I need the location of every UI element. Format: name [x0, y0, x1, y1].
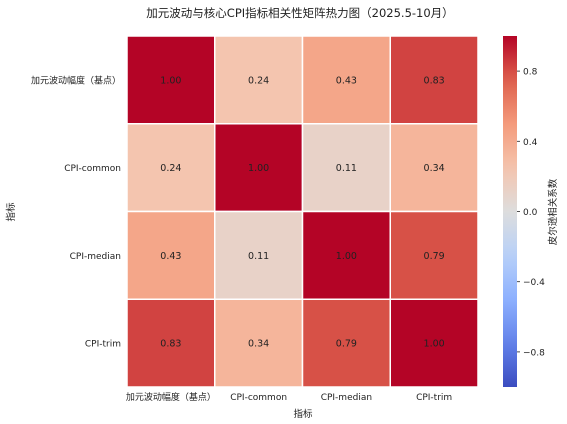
x-axis-label: 指标 [293, 408, 313, 420]
colorbar-tick-label-0: 0.8 [523, 68, 538, 78]
y-tick-label-3: CPI-trim [85, 340, 121, 350]
colorbar-tick-label-3: −0.4 [523, 278, 545, 288]
colorbar-tick-label-2: 0.0 [523, 208, 538, 218]
y-axis-label: 指标 [5, 202, 17, 222]
heatmap-cell-1-3 [389, 123, 479, 213]
heatmap-cell-0-3 [389, 35, 479, 125]
cell-value-label-2-3: 0.79 [424, 251, 445, 262]
cell-value-label-0-0: 1.00 [160, 75, 181, 86]
cell-value-label-3-2: 0.79 [336, 339, 357, 350]
cell-value-label-1-1: 1.00 [248, 163, 269, 174]
x-tick-label-1: CPI-common [230, 393, 287, 403]
cell-value-label-0-2: 0.43 [336, 75, 357, 86]
cell-value-label-0-3: 0.83 [424, 75, 445, 86]
heatmap-cell-2-3 [389, 210, 479, 300]
cell-value-label-0-1: 0.24 [248, 75, 269, 86]
chart-title: 加元波动与核心CPI指标相关性矩阵热力图（2025.5-10月） [146, 6, 453, 20]
y-tick-label-2: CPI-median [70, 252, 121, 262]
cell-value-label-1-0: 0.24 [160, 163, 181, 174]
cell-value-label-2-0: 0.43 [160, 251, 181, 262]
cell-value-label-3-1: 0.34 [248, 339, 269, 350]
cell-value-label-2-2: 1.00 [336, 251, 357, 262]
colorbar-ticks: 0.8 0.4 0.0 −0.4 −0.8 [517, 68, 545, 358]
heatmap-cell-3-0 [126, 298, 216, 388]
colorbar-label: 皮尔逊相关系数 [547, 178, 559, 245]
cell-value-label-1-2: 0.11 [336, 163, 357, 174]
heatmap-cell-3-3 [389, 298, 479, 388]
heatmap-cell-3-1 [214, 298, 304, 388]
cell-value-label-3-0: 0.83 [160, 339, 181, 350]
heatmap-cell-0-1 [214, 35, 304, 125]
cell-value-label-2-1: 0.11 [248, 251, 269, 262]
y-tick-label-0: 加元波动幅度（基点） [31, 74, 121, 86]
heatmap-cell-2-1 [214, 210, 304, 300]
y-tick-label-1: CPI-common [64, 164, 121, 174]
colorbar-tick-label-1: 0.4 [523, 138, 538, 148]
cell-value-label-3-3: 1.00 [424, 339, 445, 350]
x-axis-tick-labels: 加元波动幅度（基点） CPI-common CPI-median CPI-trim [126, 391, 452, 403]
x-tick-label-0: 加元波动幅度（基点） [126, 391, 216, 403]
x-tick-label-3: CPI-trim [416, 393, 452, 403]
heatmap-cell-0-0 [126, 35, 216, 125]
heatmap-cell-labels: 1.00 0.24 0.43 0.83 0.24 1.00 0.11 0.34 0.43 0.11… [160, 75, 444, 349]
y-axis-tick-labels: 加元波动幅度（基点） CPI-common CPI-median CPI-trim [31, 74, 121, 349]
heatmap-cells [126, 35, 479, 388]
x-tick-label-2: CPI-median [321, 393, 372, 403]
heatmap-cell-1-1 [214, 123, 304, 213]
colorbar-tick-label-4: −0.8 [523, 348, 545, 358]
colorbar [503, 36, 517, 387]
cell-value-label-1-3: 0.34 [424, 163, 445, 174]
heatmap-cell-0-2 [301, 35, 391, 125]
